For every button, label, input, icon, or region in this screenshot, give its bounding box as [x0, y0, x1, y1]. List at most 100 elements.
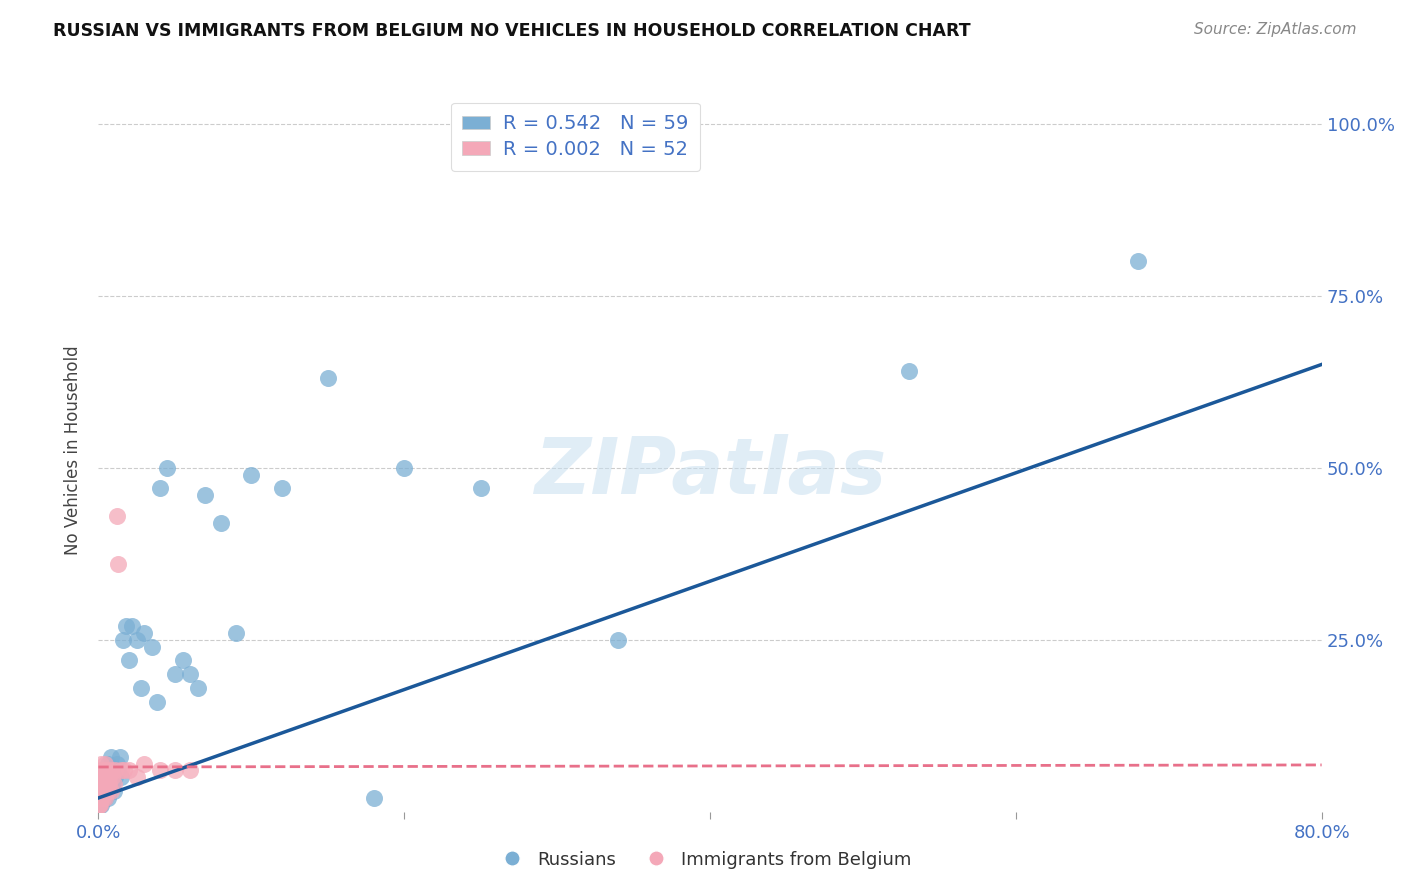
- Point: [90, 791, 112, 805]
- Point: [90, 784, 112, 798]
- Point: [94, 784, 117, 798]
- Point: [118, 653, 141, 667]
- Point: [316, 371, 339, 385]
- Point: [90, 791, 112, 805]
- Point: [90, 784, 112, 798]
- Point: [91, 784, 114, 798]
- Point: [194, 488, 217, 502]
- Point: [105, 508, 128, 523]
- Point: [94, 777, 117, 791]
- Point: [89, 777, 111, 791]
- Point: [107, 764, 129, 778]
- Point: [93, 764, 115, 778]
- Legend: Russians, Immigrants from Belgium: Russians, Immigrants from Belgium: [486, 844, 920, 876]
- Point: [209, 516, 232, 530]
- Point: [94, 764, 117, 778]
- Point: [141, 640, 163, 654]
- Point: [89, 797, 111, 812]
- Point: [134, 756, 156, 771]
- Point: [110, 770, 132, 784]
- Point: [91, 770, 114, 784]
- Point: [270, 481, 292, 495]
- Text: Source: ZipAtlas.com: Source: ZipAtlas.com: [1194, 22, 1357, 37]
- Point: [98, 784, 121, 798]
- Point: [104, 770, 127, 784]
- Point: [94, 770, 117, 784]
- Point: [89, 791, 111, 805]
- Point: [90, 797, 112, 812]
- Point: [125, 632, 148, 647]
- Point: [187, 681, 209, 695]
- Point: [91, 791, 114, 805]
- Point: [104, 764, 127, 778]
- Point: [240, 467, 263, 482]
- Point: [103, 784, 125, 798]
- Point: [89, 791, 111, 805]
- Point: [225, 625, 247, 640]
- Point: [89, 770, 111, 784]
- Point: [91, 770, 114, 784]
- Point: [163, 764, 186, 778]
- Point: [93, 777, 115, 791]
- Point: [108, 749, 131, 764]
- Point: [93, 791, 115, 805]
- Point: [145, 695, 167, 709]
- Point: [89, 791, 111, 805]
- Point: [105, 756, 128, 771]
- Point: [179, 667, 201, 681]
- Point: [89, 797, 111, 812]
- Point: [93, 784, 115, 798]
- Point: [89, 784, 111, 798]
- Point: [90, 791, 112, 805]
- Point: [110, 764, 132, 778]
- Point: [91, 784, 114, 798]
- Point: [100, 764, 122, 778]
- Point: [91, 777, 114, 791]
- Point: [97, 756, 120, 771]
- Point: [100, 770, 122, 784]
- Point: [91, 777, 114, 791]
- Point: [107, 557, 129, 571]
- Point: [98, 770, 121, 784]
- Point: [91, 791, 114, 805]
- Point: [93, 791, 115, 805]
- Point: [93, 784, 115, 798]
- Point: [112, 764, 135, 778]
- Point: [97, 777, 120, 791]
- Point: [89, 777, 111, 791]
- Point: [89, 797, 111, 812]
- Point: [129, 681, 152, 695]
- Point: [90, 777, 112, 791]
- Point: [91, 764, 114, 778]
- Text: RUSSIAN VS IMMIGRANTS FROM BELGIUM NO VEHICLES IN HOUSEHOLD CORRELATION CHART: RUSSIAN VS IMMIGRANTS FROM BELGIUM NO VE…: [53, 22, 972, 40]
- Point: [607, 632, 630, 647]
- Point: [98, 777, 121, 791]
- Point: [89, 784, 111, 798]
- Point: [363, 791, 385, 805]
- Point: [89, 784, 111, 798]
- Point: [156, 460, 179, 475]
- Point: [125, 770, 148, 784]
- Point: [94, 777, 117, 791]
- Point: [179, 764, 201, 778]
- Point: [93, 756, 115, 771]
- Point: [89, 784, 111, 798]
- Point: [121, 619, 143, 633]
- Point: [100, 784, 122, 798]
- Point: [149, 481, 172, 495]
- Point: [118, 764, 141, 778]
- Point: [89, 791, 111, 805]
- Point: [172, 653, 194, 667]
- Point: [94, 784, 117, 798]
- Legend: R = 0.542   N = 59, R = 0.002   N = 52: R = 0.542 N = 59, R = 0.002 N = 52: [451, 103, 700, 170]
- Point: [392, 460, 416, 475]
- Point: [90, 791, 112, 805]
- Point: [97, 791, 120, 805]
- Point: [98, 764, 121, 778]
- Point: [103, 777, 125, 791]
- Point: [134, 625, 156, 640]
- Point: [89, 791, 111, 805]
- Point: [103, 764, 125, 778]
- Point: [163, 667, 186, 681]
- Point: [149, 764, 172, 778]
